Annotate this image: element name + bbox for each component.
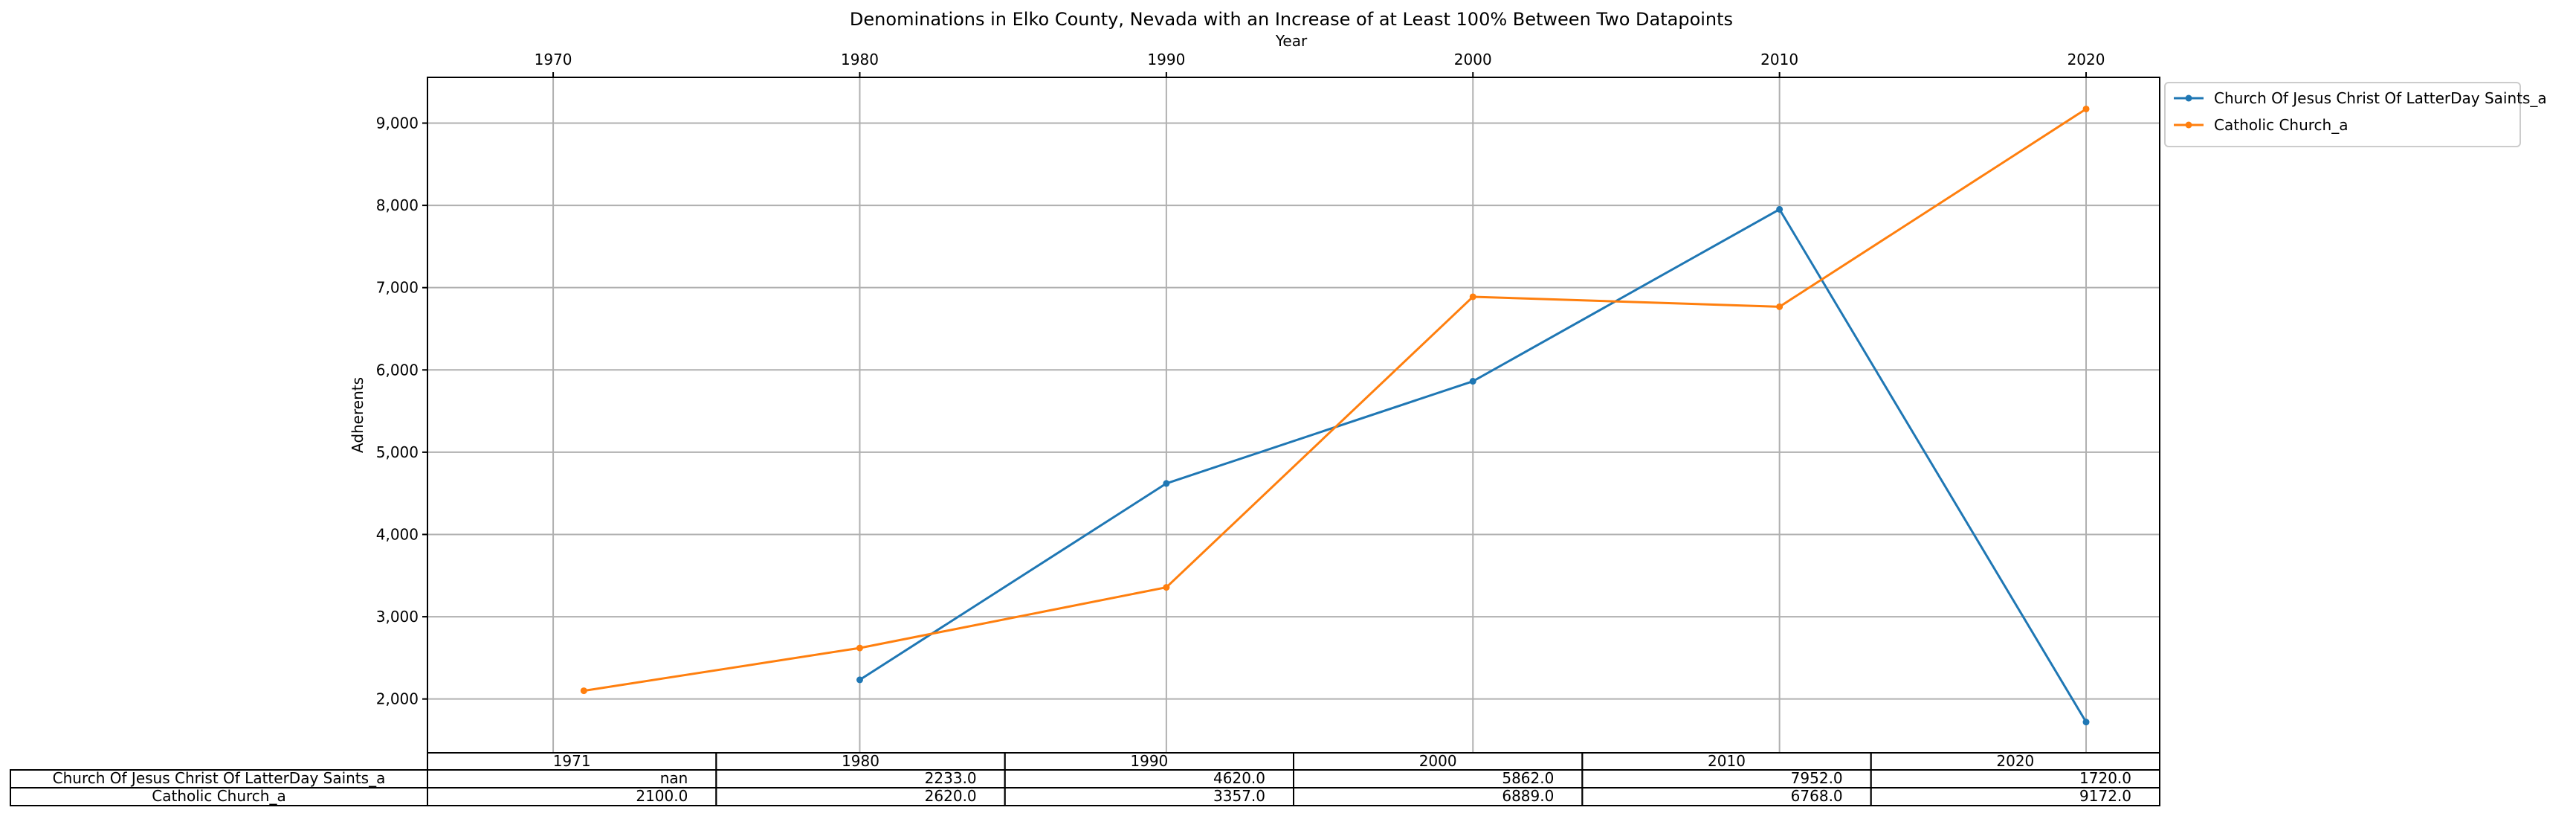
table-row-label: Church Of Jesus Christ Of LatterDay Sain… (53, 769, 386, 787)
data-point (1163, 480, 1170, 487)
axis-ticks: 1970 1980 1990 2000 2010 2020 2,000 3,000 4,000 5… (376, 51, 2105, 708)
table-row-label: Catholic Church_a (152, 787, 285, 805)
table-header-label: 1990 (1130, 752, 1168, 770)
table-cell-value: 3357.0 (1213, 787, 1265, 805)
y-tick-label: 3,000 (376, 608, 419, 626)
legend-label: Catholic Church_a (2214, 116, 2348, 134)
y-tick-label: 4,000 (376, 525, 419, 543)
data-point (1163, 584, 1170, 591)
x-tick-label: 1980 (841, 51, 879, 68)
legend: Church Of Jesus Christ Of LatterDay Sain… (2164, 82, 2547, 147)
y-tick-label: 8,000 (376, 196, 419, 214)
data-point (2082, 719, 2090, 726)
grid (427, 77, 2160, 753)
table-header-label: 2010 (1708, 752, 1746, 770)
table-header-label: 1980 (842, 752, 879, 770)
table-header-label: 2020 (1996, 752, 2034, 770)
data-point (1469, 378, 1476, 385)
x-tick-label: 1970 (535, 51, 572, 68)
data-point (1776, 205, 1783, 213)
data-table: 1971 1980 1990 2000 2010 2020 Church Of Jesus … (10, 752, 2161, 806)
y-tick-label: 7,000 (376, 279, 419, 297)
table-header-label: 2000 (1419, 752, 1457, 770)
data-point (856, 644, 863, 652)
x-axis-label: Year (1275, 32, 1308, 50)
y-tick-label: 2,000 (376, 690, 419, 708)
table-cell-value: 2100.0 (636, 787, 688, 805)
y-tick-label: 9,000 (376, 114, 419, 132)
series-line-2 (584, 108, 2087, 693)
x-tick-label: 2010 (1760, 51, 1798, 68)
legend-frame (2164, 82, 2521, 147)
table-cell-value: 7952.0 (1791, 769, 1843, 787)
table-cell-value: 2620.0 (925, 787, 977, 805)
table-cell-value: 9172.0 (2079, 787, 2131, 805)
chart-title: Denominations in Elko County, Nevada wit… (850, 9, 1733, 30)
table-header-label: 1971 (553, 752, 591, 770)
series-lines (580, 105, 2090, 726)
data-point (1776, 303, 1783, 310)
y-tick-label: 5,000 (376, 443, 419, 461)
data-point (2082, 105, 2090, 112)
y-axis-label: Adherents (349, 377, 367, 453)
x-tick-label: 1990 (1147, 51, 1185, 68)
table-cell-value: 5862.0 (1502, 769, 1554, 787)
table-cell-value: 4620.0 (1213, 769, 1265, 787)
table-cell-value: 1720.0 (2079, 769, 2131, 787)
table-cell-value: nan (660, 769, 688, 787)
data-point (856, 676, 863, 684)
y-tick-label: 6,000 (376, 361, 419, 379)
table-cell-value: 6889.0 (1502, 787, 1554, 805)
x-tick-label: 2000 (1454, 51, 1492, 68)
table-cell-value: 2233.0 (925, 769, 977, 787)
data-point (580, 687, 587, 695)
x-tick-label: 2020 (2067, 51, 2105, 68)
data-point (1469, 293, 1476, 301)
legend-label: Church Of Jesus Christ Of LatterDay Sain… (2214, 89, 2547, 107)
legend-marker (2185, 121, 2192, 129)
table-cell-value: 6768.0 (1791, 787, 1843, 805)
table-cell (1870, 787, 2161, 806)
plot-area (427, 77, 2160, 754)
legend-marker (2185, 94, 2192, 102)
